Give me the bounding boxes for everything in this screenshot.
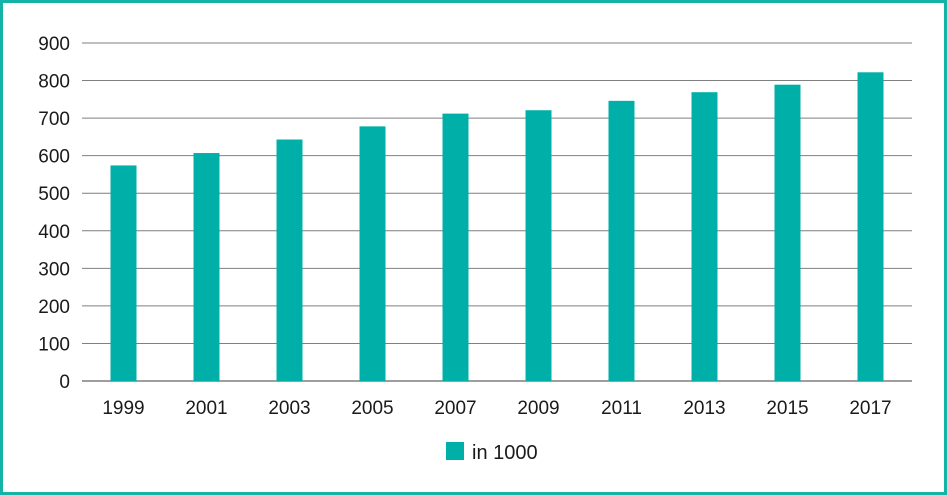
legend-label: in 1000 xyxy=(472,442,538,464)
y-tick-label: 600 xyxy=(38,147,70,168)
bar-1999 xyxy=(110,165,137,381)
y-tick-label: 200 xyxy=(38,297,70,318)
y-tick-label: 0 xyxy=(59,372,70,393)
y-tick-label: 700 xyxy=(38,109,70,130)
x-tick-label: 2001 xyxy=(185,398,227,419)
y-tick-label: 400 xyxy=(38,222,70,243)
gridlines xyxy=(82,42,912,382)
x-tick-label: 2005 xyxy=(351,398,393,419)
x-tick-label: 2017 xyxy=(849,398,891,419)
bar-2013 xyxy=(691,92,718,381)
x-tick-label: 2003 xyxy=(268,398,310,419)
x-tick-label: 2011 xyxy=(601,398,642,419)
y-tick-label: 900 xyxy=(38,34,70,55)
bar-2017 xyxy=(857,72,884,381)
x-tick-label: 1999 xyxy=(102,398,144,419)
y-tick-label: 500 xyxy=(38,184,70,205)
bar-2011 xyxy=(608,100,635,381)
x-tick-label: 2015 xyxy=(766,398,808,419)
bar-2005 xyxy=(359,126,386,381)
x-tick-label: 2007 xyxy=(434,398,476,419)
bar-2009 xyxy=(525,110,552,382)
bar-2003 xyxy=(276,139,303,381)
bar-2001 xyxy=(193,153,220,381)
bar-2007 xyxy=(442,113,469,382)
x-tick-label: 2013 xyxy=(683,398,725,419)
bar-2015 xyxy=(774,84,801,381)
y-tick-label: 100 xyxy=(38,334,70,355)
x-tick-label: 2009 xyxy=(517,398,559,419)
bars xyxy=(110,72,884,382)
y-tick-label: 800 xyxy=(38,72,70,93)
y-tick-label: 300 xyxy=(38,259,70,280)
x-axis-tick-labels: 1999 2001 2003 2005 2007 2009 2011 2013 2015 2017 xyxy=(102,398,891,419)
legend: in 1000 xyxy=(446,442,538,464)
legend-swatch xyxy=(446,442,464,460)
y-axis-tick-labels: 0 100 200 300 400 500 600 700 800 900 xyxy=(38,34,70,393)
